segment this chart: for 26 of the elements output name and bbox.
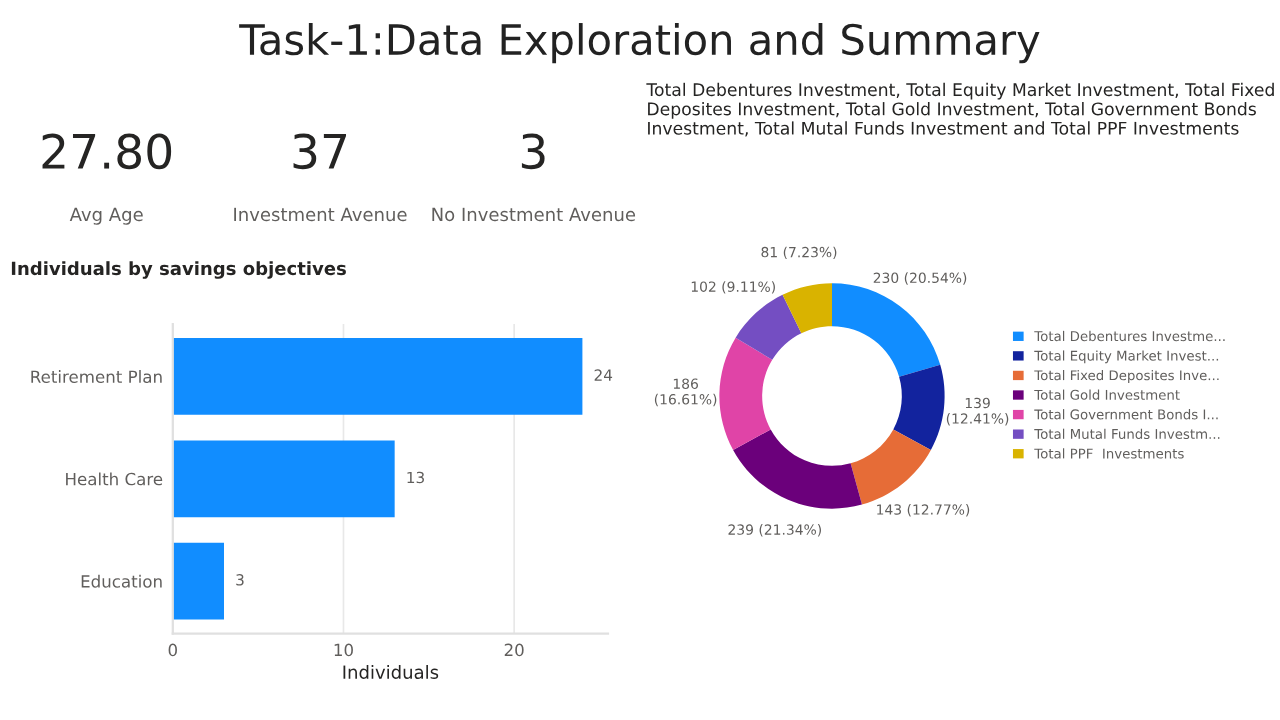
text: 37 [293,133,347,170]
text: Investment Avenue [234,207,407,222]
y-tick-label: Health Care [66,472,163,486]
x-tick-label: 0 [168,643,177,657]
x-tick-label: 20 [504,643,524,657]
chart-title: Total Debentures Investment, Total Equity Market Investment, Total Fixed Deposites Investment, Total Gold Investment, Total Government Bonds Investment, Total Mutal Funds Investment and Total PPF Investments [646,82,1274,137]
donut-slice [782,283,832,334]
y-tick-label: Education [81,574,162,588]
bar [172,440,395,518]
donut-slice [719,337,773,450]
chart-title: Individuals by savings objectives [11,261,346,279]
text: 3 [521,133,545,170]
y-tick-label: Retirement Plan [31,370,162,384]
text: No Investment Avenue [432,207,636,222]
donut-slice [850,429,931,505]
donut-slice [832,283,941,377]
bar [172,338,583,415]
donut-slice [735,294,802,360]
text: Task-1:Data Exploration and Summary [239,23,1040,64]
text: Avg Age [69,207,143,225]
x-axis-title: Individuals [343,665,439,679]
x-tick-label: 10 [334,643,353,657]
donut-slice [733,429,862,509]
text: 27.80 [42,133,172,170]
bar [172,542,224,620]
donut-slice [893,364,945,450]
